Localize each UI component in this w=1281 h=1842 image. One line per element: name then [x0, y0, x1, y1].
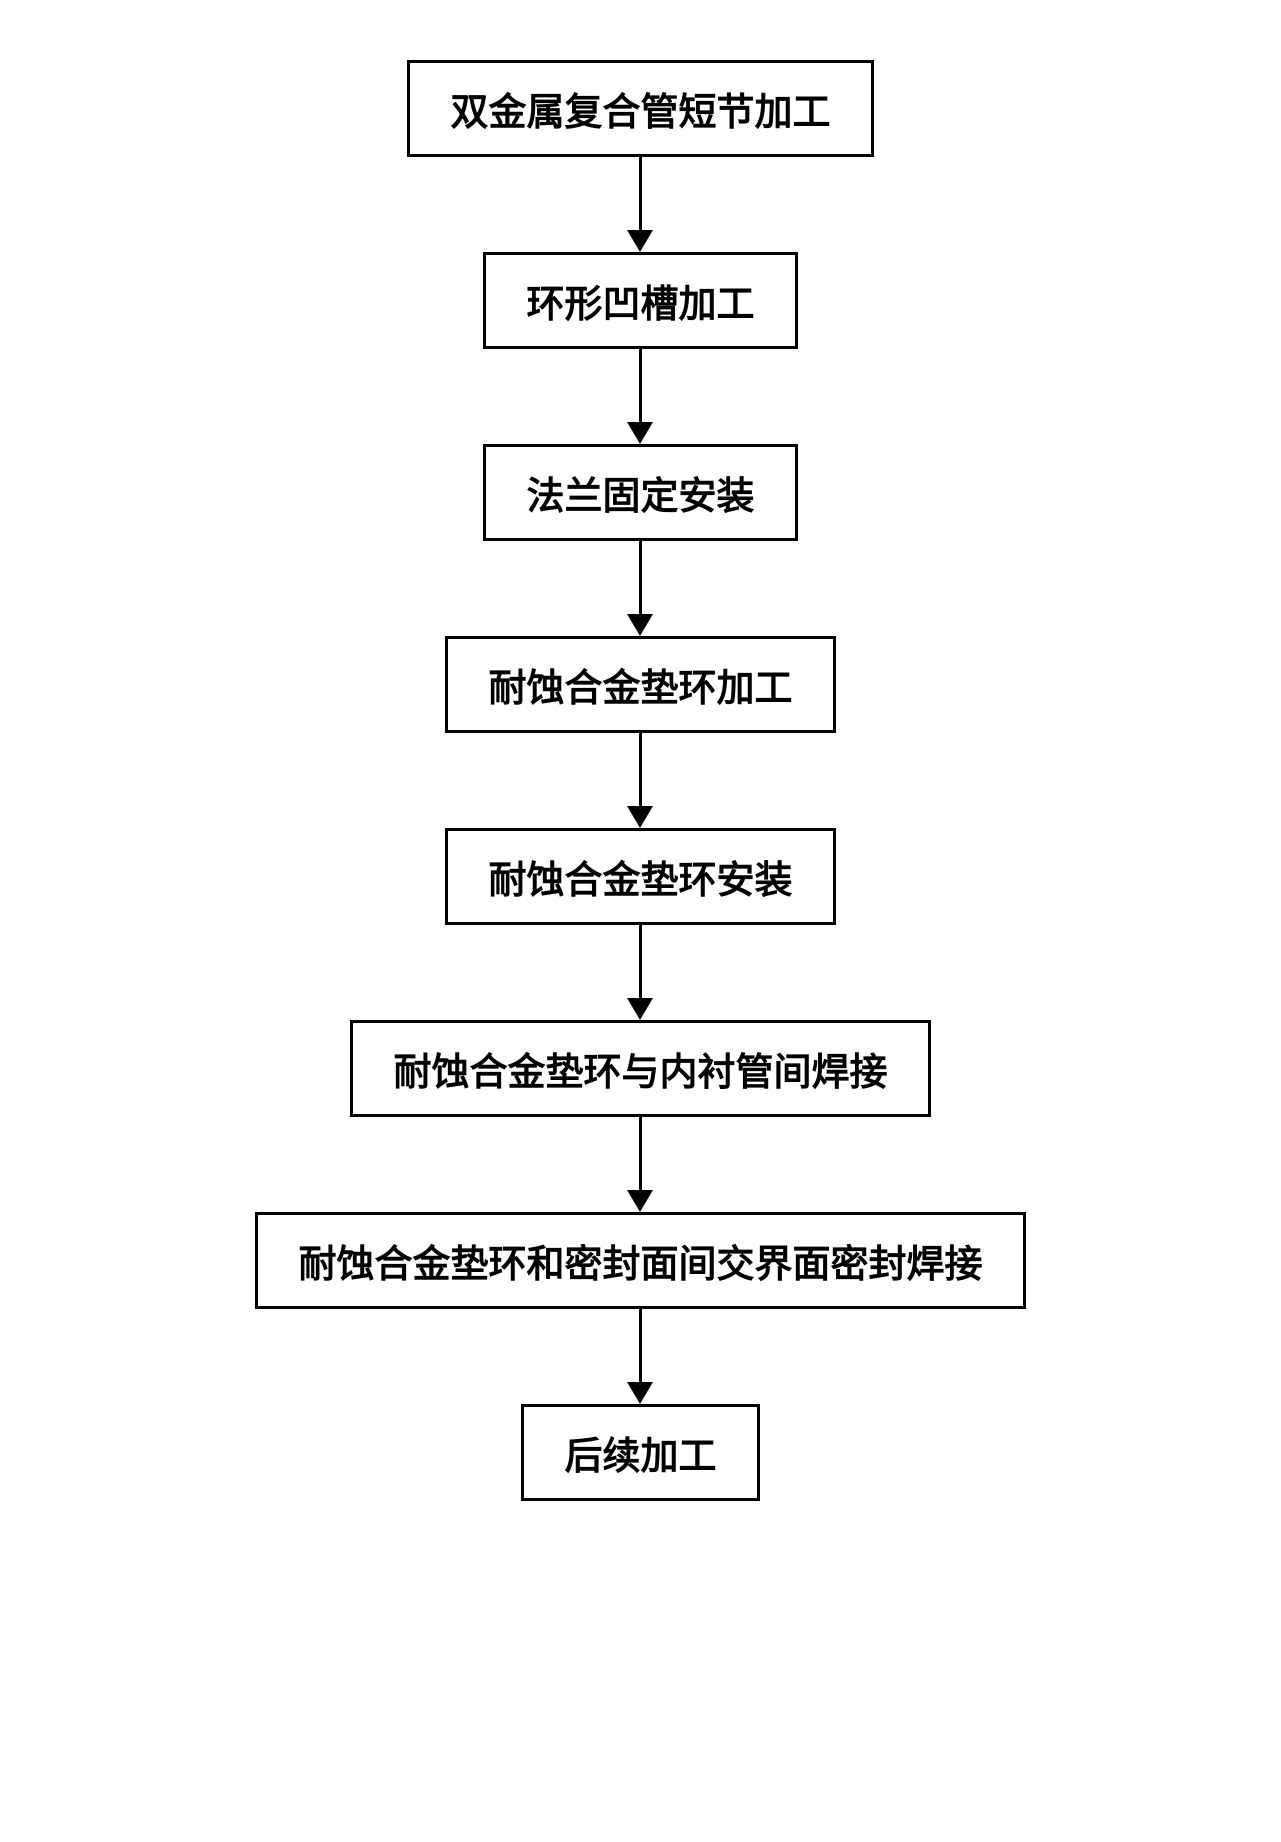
flowchart-arrow	[627, 1309, 653, 1404]
arrow-head-icon	[627, 422, 653, 444]
arrow-line	[639, 733, 642, 806]
flowchart-arrow	[627, 925, 653, 1020]
flowchart-arrow	[627, 157, 653, 252]
flowchart-step: 耐蚀合金垫环安装	[445, 828, 835, 925]
arrow-line	[639, 1117, 642, 1190]
flowchart-step: 双金属复合管短节加工	[407, 60, 873, 157]
arrow-line	[639, 349, 642, 422]
arrow-line	[639, 1309, 642, 1382]
flowchart-step: 耐蚀合金垫环与内衬管间焊接	[350, 1020, 930, 1117]
arrow-line	[639, 157, 642, 230]
flowchart-step: 环形凹槽加工	[483, 252, 797, 349]
flowchart-arrow	[627, 1117, 653, 1212]
arrow-head-icon	[627, 1382, 653, 1404]
flowchart-step: 法兰固定安装	[483, 444, 797, 541]
arrow-head-icon	[627, 614, 653, 636]
arrow-head-icon	[627, 806, 653, 828]
flowchart-arrow	[627, 541, 653, 636]
arrow-head-icon	[627, 1190, 653, 1212]
flowchart-container: 双金属复合管短节加工 环形凹槽加工 法兰固定安装 耐蚀合金垫环加工 耐蚀合金垫环…	[255, 60, 1025, 1501]
arrow-head-icon	[627, 998, 653, 1020]
flowchart-arrow	[627, 349, 653, 444]
arrow-line	[639, 541, 642, 614]
flowchart-step: 后续加工	[521, 1404, 759, 1501]
arrow-line	[639, 925, 642, 998]
flowchart-step: 耐蚀合金垫环和密封面间交界面密封焊接	[255, 1212, 1025, 1309]
flowchart-step: 耐蚀合金垫环加工	[445, 636, 835, 733]
arrow-head-icon	[627, 230, 653, 252]
flowchart-arrow	[627, 733, 653, 828]
